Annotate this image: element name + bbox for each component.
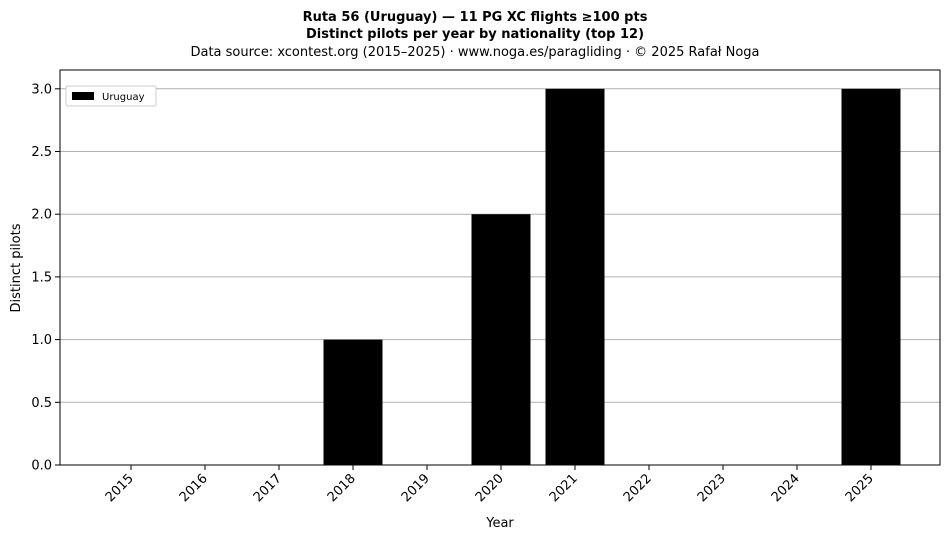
y-tick-label: 2.0	[31, 208, 52, 223]
plot-frame	[59, 69, 941, 466]
y-axis: 0.0 0.5 1.0 1.5 2.0 2.5 3.0	[31, 82, 60, 474]
x-tick-label: 2018	[325, 471, 359, 505]
y-tick-label: 2.5	[31, 145, 52, 160]
chart-subtitle: Data source: xcontest.org (2015–2025) · …	[190, 45, 759, 60]
x-axis: 2015 2016 2017 2018 2019 2020 2021 2022 2023 2024…	[103, 465, 877, 505]
y-tick-label: 0.5	[31, 396, 52, 411]
y-tick-label: 1.0	[31, 333, 52, 348]
bars	[323, 88, 901, 466]
y-tick-label: 1.5	[31, 270, 52, 285]
y-tick-label: 3.0	[31, 82, 52, 97]
x-tick-label: 2019	[399, 471, 433, 505]
x-tick-label: 2017	[251, 471, 285, 505]
bar-2018	[323, 339, 383, 465]
x-tick-label: 2020	[473, 471, 507, 505]
legend-box	[65, 85, 157, 107]
chart-title-line1: Ruta 56 (Uruguay) — 11 PG XC flights ≥10…	[303, 10, 648, 25]
x-tick-label: 2024	[769, 471, 803, 505]
x-tick-label: 2025	[843, 471, 877, 505]
legend-label: Uruguay	[102, 92, 145, 103]
bar-2020	[471, 214, 531, 465]
x-tick-label: 2022	[621, 471, 655, 505]
legend-swatch	[72, 92, 94, 100]
chart-title-line2: Distinct pilots per year by nationality …	[306, 27, 644, 42]
x-tick-label: 2015	[103, 471, 137, 505]
x-tick-label: 2023	[695, 471, 729, 505]
y-axis-label: Distinct pilots	[9, 223, 24, 312]
x-axis-label: Year	[485, 516, 514, 531]
y-tick-label: 0.0	[31, 459, 52, 474]
x-tick-label: 2016	[177, 471, 211, 505]
bar-2025	[841, 88, 901, 466]
legend: Uruguay	[65, 85, 157, 107]
x-tick-label: 2021	[547, 471, 581, 505]
bar-2021	[545, 88, 605, 466]
